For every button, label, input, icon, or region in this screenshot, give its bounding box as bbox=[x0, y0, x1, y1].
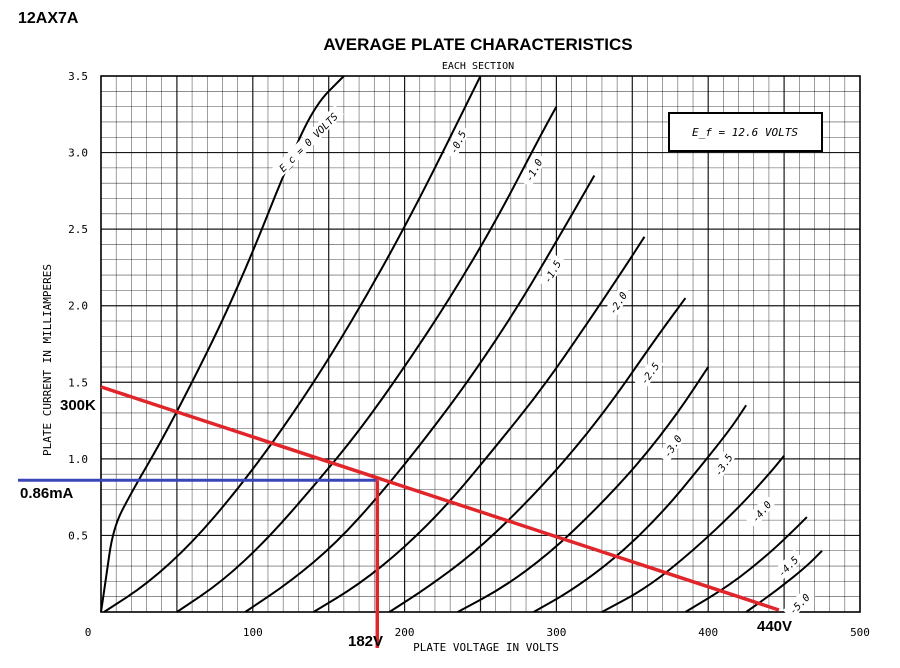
curve-label-group: -2.0 bbox=[603, 285, 632, 320]
operating-voltage-label: 182V bbox=[348, 633, 383, 650]
plate-curve-10 bbox=[745, 550, 823, 613]
chart-title: AVERAGE PLATE CHARACTERISTICS bbox=[323, 35, 632, 54]
grid-lines bbox=[100, 75, 861, 613]
operating-current-label: 0.86mA bbox=[20, 485, 74, 502]
curve-label-group: -1.5 bbox=[538, 254, 566, 289]
plate-curve-2 bbox=[176, 106, 558, 613]
heater-voltage-label: E_f = 12.6 VOLTS bbox=[692, 126, 798, 139]
load-line-label: 300K bbox=[60, 397, 96, 414]
curve-label-background bbox=[603, 285, 632, 320]
x-tick-label: 300 bbox=[546, 626, 566, 639]
curve-label-background bbox=[538, 254, 566, 289]
tube-type-label: 12AX7A bbox=[18, 10, 79, 27]
x-tick-label: 500 bbox=[850, 626, 870, 639]
curve-label-background bbox=[657, 428, 687, 463]
curve-label-group: -1.0 bbox=[519, 152, 547, 187]
plate-curve-5 bbox=[388, 297, 687, 613]
load-line bbox=[100, 385, 780, 612]
heater-voltage-box bbox=[668, 112, 823, 152]
plate-curve-9 bbox=[684, 516, 808, 613]
curve-label-group: -4.0 bbox=[745, 494, 777, 528]
curve-label-background bbox=[634, 356, 664, 390]
x-axis-label: PLATE VOLTAGE IN VOLTS bbox=[413, 641, 559, 654]
plate-curve-6 bbox=[457, 366, 710, 613]
y-tick-label: 0.5 bbox=[68, 529, 88, 542]
y-tick-label: 2.0 bbox=[68, 300, 88, 313]
axis-ticks: 0 100 200 300 400 500 0.5 1.0 1.5 2.0 2.5 3.0 3.5 bbox=[68, 70, 870, 639]
x-tick-label: 200 bbox=[395, 626, 415, 639]
x-tick-label: 400 bbox=[698, 626, 718, 639]
curve-label-group: -3.5 bbox=[708, 447, 738, 482]
curve-label-background bbox=[745, 494, 777, 528]
supply-voltage-label: 440V bbox=[757, 618, 792, 635]
curve-label-background bbox=[771, 549, 804, 582]
x-tick-label: 0 bbox=[85, 626, 92, 639]
load-line-overlay: 300K 0.86mA 182V 440V bbox=[18, 385, 792, 650]
chart-subtitle: EACH SECTION bbox=[442, 61, 514, 72]
curve-label-background bbox=[444, 124, 471, 160]
plate-curve-1 bbox=[103, 75, 482, 613]
y-tick-label: 1.0 bbox=[68, 453, 88, 466]
curve-label-background bbox=[782, 587, 815, 620]
plate-curve-0 bbox=[100, 75, 345, 613]
x-tick-label: 100 bbox=[243, 626, 263, 639]
curve-label-background bbox=[271, 104, 345, 179]
curve-label-background bbox=[519, 152, 547, 187]
plate-curve-7 bbox=[533, 404, 747, 613]
y-axis-label: PLATE CURRENT IN MILLIAMPERES bbox=[41, 264, 54, 456]
curve-label-background bbox=[708, 447, 738, 482]
plate-curve-8 bbox=[601, 455, 785, 613]
y-tick-label: 1.5 bbox=[68, 376, 88, 389]
plate-curve-4 bbox=[313, 236, 646, 613]
y-tick-label: 2.5 bbox=[68, 223, 88, 236]
plate-curves: E_c = 0 VOLTS -0.5-1.0-1.5-2.0-2.5-3.0-3.… bbox=[100, 75, 823, 620]
chart-text: 12AX7A AVERAGE PLATE CHARACTERISTICS EAC… bbox=[18, 10, 823, 654]
y-tick-label: 3.5 bbox=[68, 70, 88, 83]
y-tick-label: 3.0 bbox=[68, 147, 88, 160]
plate-curve-3 bbox=[244, 175, 596, 613]
